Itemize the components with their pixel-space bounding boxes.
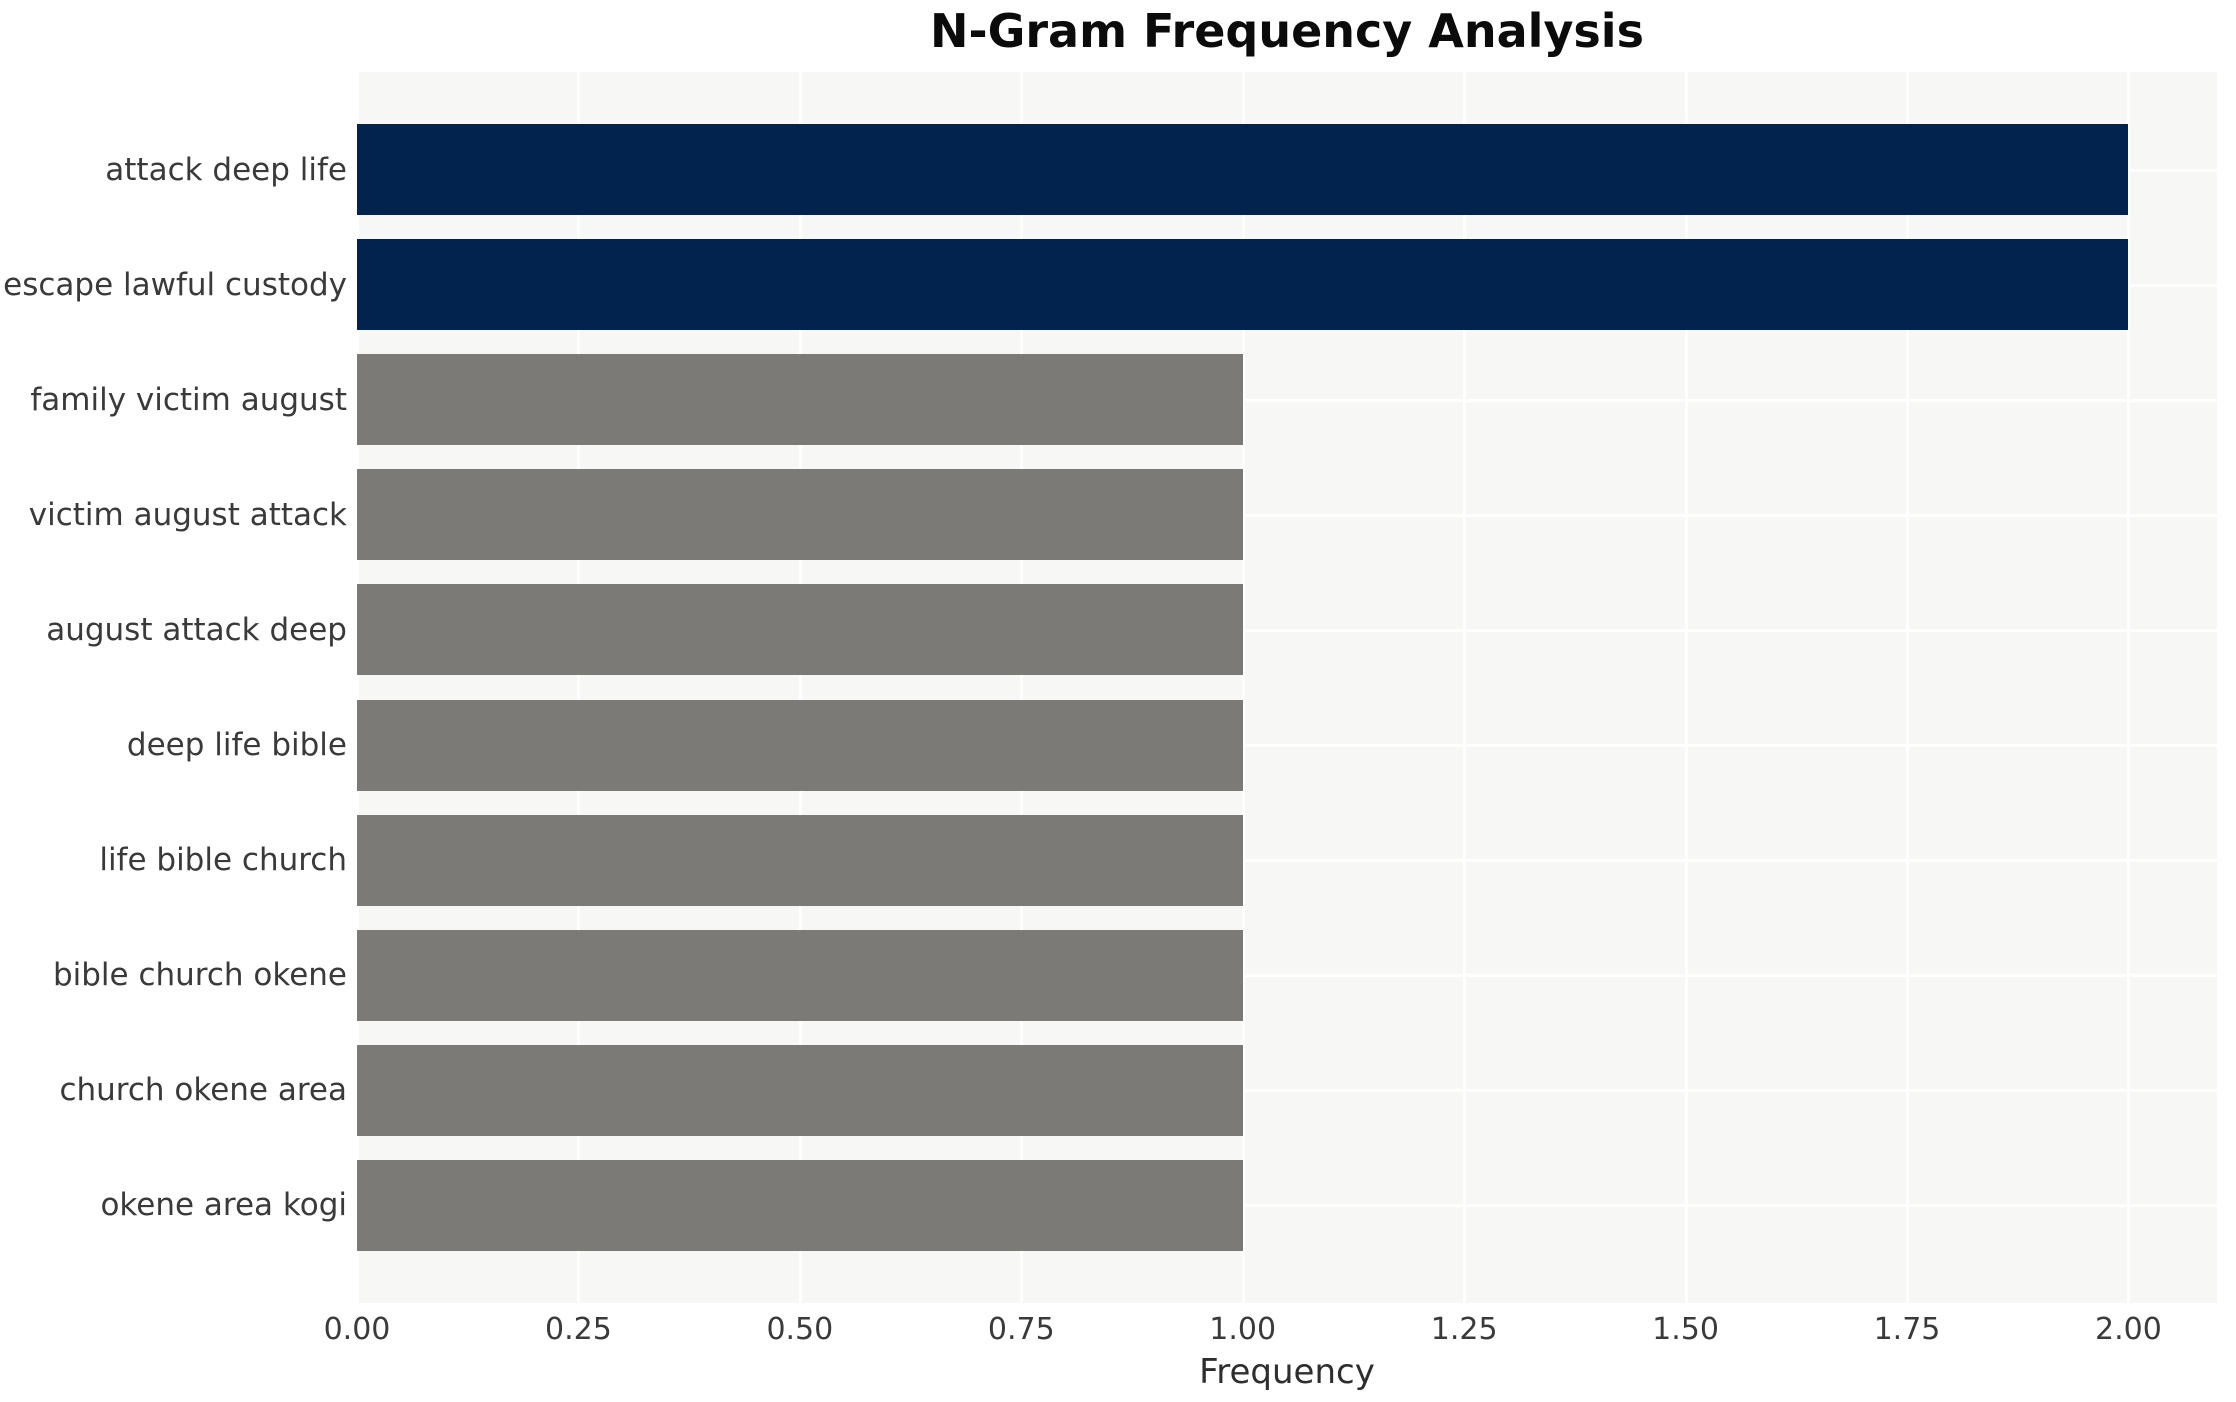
y-axis-label-victim-august-attack: victim august attack xyxy=(28,496,347,533)
horizontal-gridline xyxy=(357,513,2217,517)
vertical-gridline-0.50 xyxy=(798,72,802,1303)
bar-deep-life-bible xyxy=(357,699,1243,791)
plot-area xyxy=(356,72,2217,1303)
bar-okene-area-kogi xyxy=(357,1159,1243,1251)
bar-bible-church-okene xyxy=(357,929,1243,1021)
x-axis-title: Frequency xyxy=(1199,1352,1375,1392)
horizontal-gridline xyxy=(357,974,2217,978)
vertical-gridline-1.25 xyxy=(1463,72,1467,1303)
y-axis-label-church-okene-area: church okene area xyxy=(59,1072,347,1109)
vertical-gridline-0.75 xyxy=(1020,72,1024,1303)
x-tick-label-0.75: 0.75 xyxy=(987,1312,1055,1347)
y-axis-label-attack-deep-life: attack deep life xyxy=(105,151,347,188)
x-tick-label-0.00: 0.00 xyxy=(323,1312,391,1347)
bar-august-attack-deep xyxy=(357,584,1243,676)
x-tick-label-0.25: 0.25 xyxy=(545,1312,612,1347)
x-tick-label-0.50: 0.50 xyxy=(766,1312,834,1347)
horizontal-gridline xyxy=(357,1089,2217,1093)
bar-victim-august-attack xyxy=(357,469,1243,561)
horizontal-gridline xyxy=(357,628,2217,632)
bar-church-okene-area xyxy=(357,1044,1243,1136)
vertical-gridline-1.50 xyxy=(1684,72,1688,1303)
vertical-gridline-1.00 xyxy=(1241,72,1245,1303)
x-tick-label-1.25: 1.25 xyxy=(1430,1312,1498,1347)
bar-life-bible-church xyxy=(357,814,1243,906)
chart-title: N-Gram Frequency Analysis xyxy=(930,4,1644,58)
vertical-gridline-0.25 xyxy=(577,72,581,1303)
y-axis-label-family-victim-august: family victim august xyxy=(30,381,347,418)
vertical-gridline-1.75 xyxy=(1906,72,1909,1303)
y-axis-label-okene-area-kogi: okene area kogi xyxy=(100,1187,347,1224)
bar-attack-deep-life xyxy=(357,124,2129,216)
bar-family-victim-august xyxy=(357,354,1243,446)
x-tick-label-2.00: 2.00 xyxy=(2095,1312,2162,1347)
bar-escape-lawful-custody xyxy=(357,239,2129,331)
x-tick-label-1.00: 1.00 xyxy=(1209,1312,1277,1347)
horizontal-gridline xyxy=(357,1204,2217,1208)
y-axis-label-august-attack-deep: august attack deep xyxy=(46,611,347,648)
x-tick-label-1.50: 1.50 xyxy=(1652,1312,1719,1347)
horizontal-gridline xyxy=(357,859,2217,863)
horizontal-gridline xyxy=(357,398,2217,402)
y-axis-label-escape-lawful-custody: escape lawful custody xyxy=(3,266,347,303)
vertical-gridline-0.00 xyxy=(356,72,359,1303)
vertical-gridline-2.00 xyxy=(2127,72,2131,1303)
horizontal-gridline xyxy=(357,744,2217,748)
y-axis-label-bible-church-okene: bible church okene xyxy=(52,957,347,994)
y-axis-label-deep-life-bible: deep life bible xyxy=(126,727,347,764)
y-axis-label-life-bible-church: life bible church xyxy=(99,842,347,879)
x-tick-label-1.75: 1.75 xyxy=(1873,1312,1941,1347)
